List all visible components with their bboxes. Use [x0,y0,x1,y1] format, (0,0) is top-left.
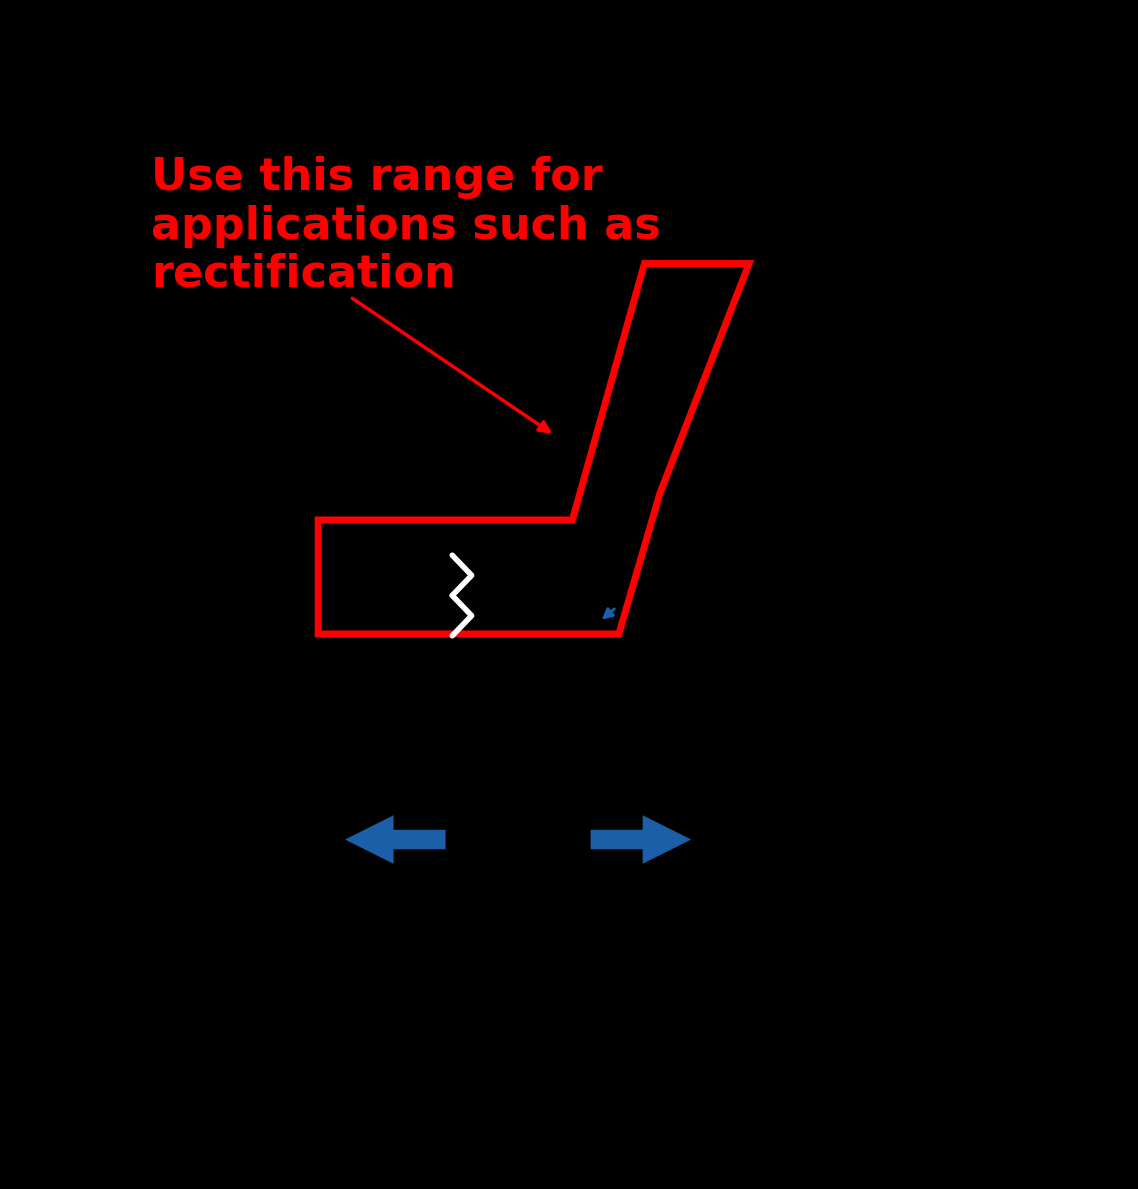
Text: Use this range for
applications such as
rectification: Use this range for applications such as … [151,157,661,296]
